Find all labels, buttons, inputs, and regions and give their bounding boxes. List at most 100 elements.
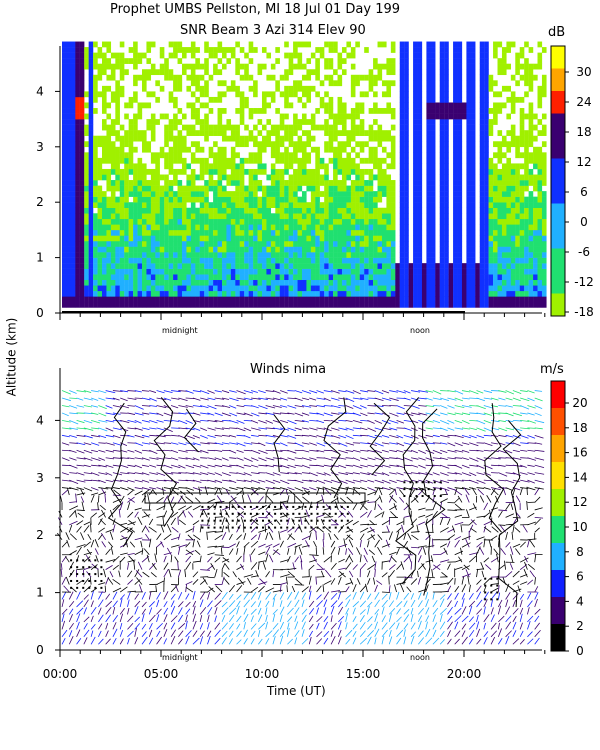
snr-cell	[213, 207, 218, 214]
snr-cell	[439, 41, 445, 48]
wind-vector	[141, 442, 150, 445]
snr-cell	[515, 213, 520, 220]
snr-cell	[93, 108, 98, 114]
snr-cell	[284, 130, 289, 136]
snr-cell	[168, 213, 174, 220]
wind-vector	[83, 434, 93, 439]
snr-cell	[248, 252, 254, 258]
wind-vector	[192, 412, 201, 416]
snr-cell	[404, 240, 409, 247]
wind-vector	[214, 442, 224, 446]
wind-vector	[149, 420, 158, 424]
wind-vector	[236, 600, 241, 608]
snr-cell	[337, 207, 343, 214]
snr-cell	[444, 301, 449, 308]
wind-vector	[127, 511, 134, 518]
snr-cell	[430, 119, 436, 125]
snr-cell	[461, 102, 467, 109]
snr-cell	[515, 296, 520, 303]
snr-cell	[159, 296, 165, 303]
snr-cell	[404, 207, 409, 214]
snr-cell	[70, 229, 76, 236]
snr-cell	[97, 163, 103, 170]
wind-vector	[185, 420, 193, 424]
wind-vector	[170, 629, 177, 638]
wind-vector	[61, 427, 72, 430]
snr-cell	[173, 41, 178, 48]
snr-cell	[261, 146, 267, 153]
snr-cell	[510, 252, 516, 258]
snr-cell	[284, 146, 289, 153]
snr-cell	[168, 119, 174, 125]
snr-cell	[190, 285, 196, 292]
wind-vector	[98, 420, 108, 423]
snr-cell	[110, 141, 116, 148]
snr-cell	[324, 41, 329, 48]
snr-cell	[106, 185, 112, 192]
snr-cell	[479, 185, 485, 192]
snr-cell	[346, 168, 352, 175]
wind-vector	[91, 434, 101, 438]
wind-vector	[192, 620, 197, 630]
wind-vector	[231, 504, 237, 511]
snr-cell	[479, 80, 485, 87]
wind-vector	[127, 527, 133, 533]
snr-cell	[284, 257, 289, 264]
snr-cell	[470, 213, 476, 220]
wind-vector	[214, 427, 224, 430]
snr-cell	[537, 285, 543, 292]
snr-cell	[208, 52, 214, 59]
snr-cell	[426, 180, 432, 186]
wind-vector	[185, 581, 193, 585]
snr-cell	[537, 263, 543, 269]
snr-cell	[537, 246, 543, 253]
snr-cell	[444, 152, 449, 159]
snr-cell	[141, 69, 147, 76]
snr-cell	[341, 252, 347, 258]
snr-cell	[461, 274, 467, 281]
snr-cell	[444, 279, 449, 286]
snr-cell	[315, 301, 320, 308]
snr-cell	[284, 91, 289, 98]
snr-cell	[524, 202, 529, 208]
snr-cell	[479, 301, 485, 308]
snr-cell	[124, 252, 129, 258]
snr-cell	[168, 69, 174, 76]
snr-cell	[204, 135, 209, 142]
snr-cell	[275, 224, 280, 231]
snr-cell	[359, 124, 365, 131]
snr-cell	[88, 246, 94, 253]
snr-cell	[519, 135, 525, 142]
snr-cell	[97, 296, 103, 303]
snr-cell	[350, 246, 356, 253]
snr-cell	[168, 268, 174, 275]
snr-cell	[537, 191, 543, 197]
snr-cell	[88, 174, 94, 181]
snr-cell	[515, 146, 520, 153]
snr-cell	[373, 163, 378, 170]
wind-vector	[76, 449, 85, 454]
snr-cell	[537, 180, 543, 186]
snr-cell	[399, 141, 405, 148]
snr-cell	[204, 163, 209, 170]
snr-cell	[408, 263, 414, 269]
snr-cell	[333, 252, 338, 258]
snr-cell	[275, 141, 280, 148]
snr-cell	[328, 130, 334, 136]
snr-cell	[221, 163, 227, 170]
snr-cell	[439, 113, 445, 120]
snr-cell	[173, 296, 178, 303]
snr-cell	[510, 301, 516, 308]
snr-cell	[62, 213, 67, 220]
snr-cell	[270, 252, 276, 258]
snr-cell	[457, 202, 463, 208]
wind-vector	[105, 614, 111, 623]
snr-cell	[346, 218, 352, 225]
snr-cell	[293, 290, 298, 297]
snr-cell	[115, 58, 120, 64]
snr-cell	[93, 174, 98, 181]
wind-vector	[76, 607, 84, 615]
snr-cell	[453, 74, 458, 81]
snr-cell	[88, 47, 94, 53]
